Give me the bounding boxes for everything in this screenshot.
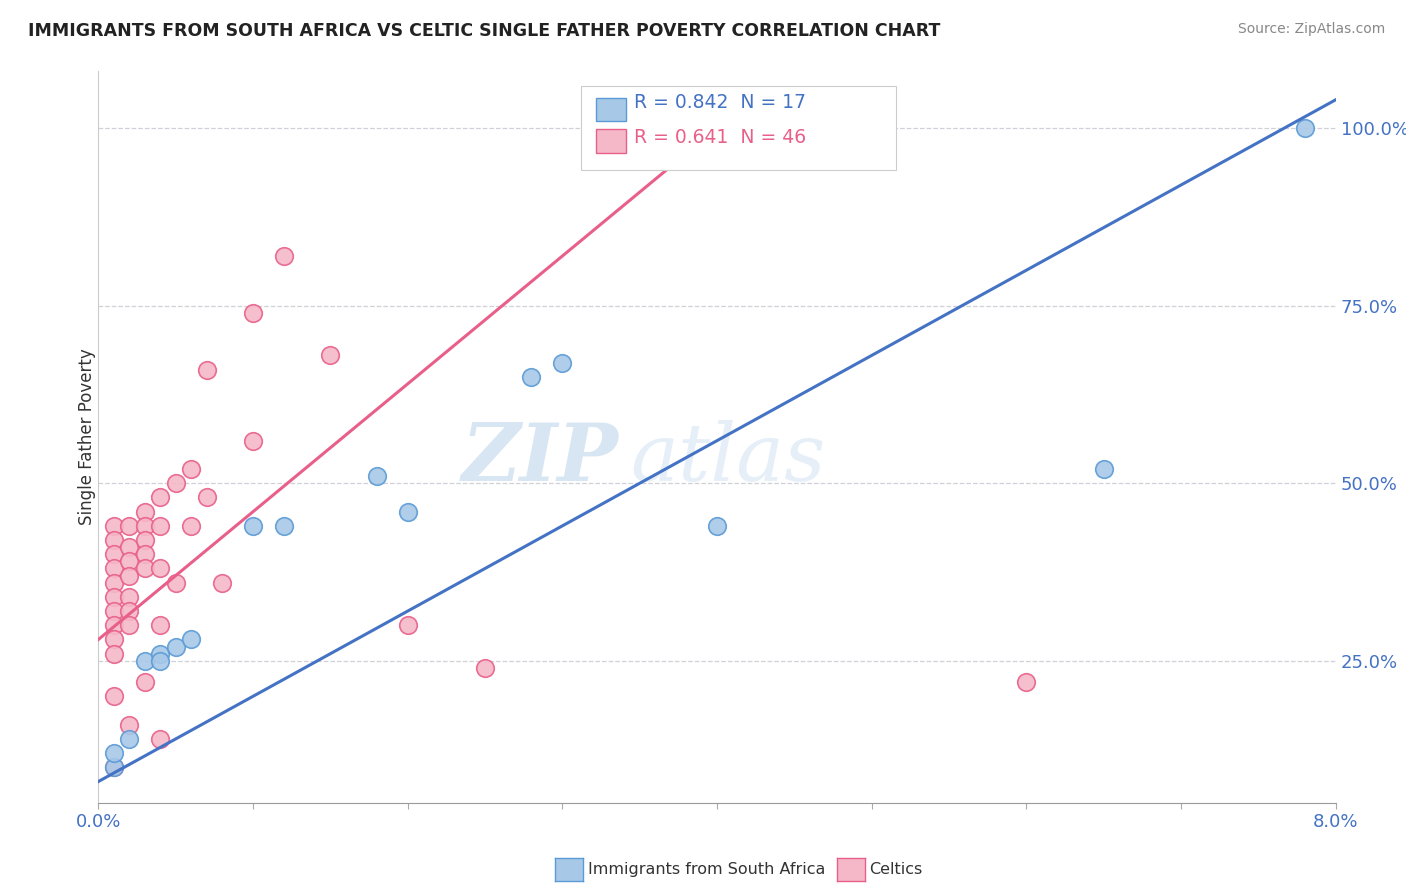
Point bbox=[134, 547, 156, 561]
Point bbox=[103, 561, 125, 575]
Point bbox=[118, 540, 141, 554]
Point bbox=[149, 731, 172, 746]
Text: Immigrants from South Africa: Immigrants from South Africa bbox=[588, 863, 825, 877]
Point bbox=[319, 348, 342, 362]
Point bbox=[551, 355, 574, 369]
FancyBboxPatch shape bbox=[596, 98, 626, 121]
Point bbox=[149, 561, 172, 575]
Point bbox=[103, 746, 125, 760]
Point bbox=[103, 575, 125, 590]
Point bbox=[134, 654, 156, 668]
Text: atlas: atlas bbox=[630, 420, 825, 498]
Point bbox=[628, 150, 651, 164]
Point bbox=[1015, 675, 1038, 690]
Point bbox=[118, 731, 141, 746]
Point bbox=[242, 434, 264, 448]
Point bbox=[118, 568, 141, 582]
Point bbox=[103, 632, 125, 647]
Point bbox=[474, 661, 496, 675]
Point bbox=[520, 369, 543, 384]
Point bbox=[396, 505, 419, 519]
Point bbox=[211, 575, 233, 590]
Point bbox=[149, 647, 172, 661]
Point bbox=[103, 647, 125, 661]
Point bbox=[706, 519, 728, 533]
Point bbox=[118, 717, 141, 731]
Point bbox=[242, 306, 264, 320]
Point bbox=[118, 554, 141, 568]
Y-axis label: Single Father Poverty: Single Father Poverty bbox=[79, 349, 96, 525]
Point bbox=[180, 632, 202, 647]
Point bbox=[195, 491, 218, 505]
FancyBboxPatch shape bbox=[581, 86, 897, 170]
Text: Source: ZipAtlas.com: Source: ZipAtlas.com bbox=[1237, 22, 1385, 37]
Point bbox=[103, 760, 125, 774]
Point bbox=[149, 491, 172, 505]
Point bbox=[134, 533, 156, 547]
Point bbox=[118, 590, 141, 604]
Point bbox=[103, 547, 125, 561]
Point bbox=[149, 618, 172, 632]
Point bbox=[273, 519, 295, 533]
Point bbox=[242, 519, 264, 533]
Point bbox=[134, 561, 156, 575]
Text: R = 0.641  N = 46: R = 0.641 N = 46 bbox=[634, 128, 806, 146]
Point bbox=[118, 618, 141, 632]
Point bbox=[273, 249, 295, 263]
Point bbox=[165, 575, 187, 590]
Point bbox=[134, 505, 156, 519]
Point bbox=[366, 469, 388, 483]
FancyBboxPatch shape bbox=[596, 129, 626, 153]
Point bbox=[103, 604, 125, 618]
Point bbox=[1294, 121, 1316, 136]
Point bbox=[180, 519, 202, 533]
Point bbox=[103, 760, 125, 774]
Point bbox=[103, 690, 125, 704]
Point bbox=[165, 640, 187, 654]
Point bbox=[118, 604, 141, 618]
Point bbox=[165, 476, 187, 491]
Point bbox=[103, 519, 125, 533]
Point bbox=[1092, 462, 1115, 476]
Point bbox=[103, 618, 125, 632]
Text: Celtics: Celtics bbox=[869, 863, 922, 877]
Point bbox=[149, 519, 172, 533]
Point bbox=[103, 533, 125, 547]
Point bbox=[149, 654, 172, 668]
Text: IMMIGRANTS FROM SOUTH AFRICA VS CELTIC SINGLE FATHER POVERTY CORRELATION CHART: IMMIGRANTS FROM SOUTH AFRICA VS CELTIC S… bbox=[28, 22, 941, 40]
Point bbox=[195, 362, 218, 376]
Point bbox=[180, 462, 202, 476]
Point bbox=[118, 519, 141, 533]
Point bbox=[134, 519, 156, 533]
Text: R = 0.842  N = 17: R = 0.842 N = 17 bbox=[634, 94, 806, 112]
Point bbox=[103, 590, 125, 604]
Text: ZIP: ZIP bbox=[461, 420, 619, 498]
Point bbox=[134, 675, 156, 690]
Point bbox=[396, 618, 419, 632]
